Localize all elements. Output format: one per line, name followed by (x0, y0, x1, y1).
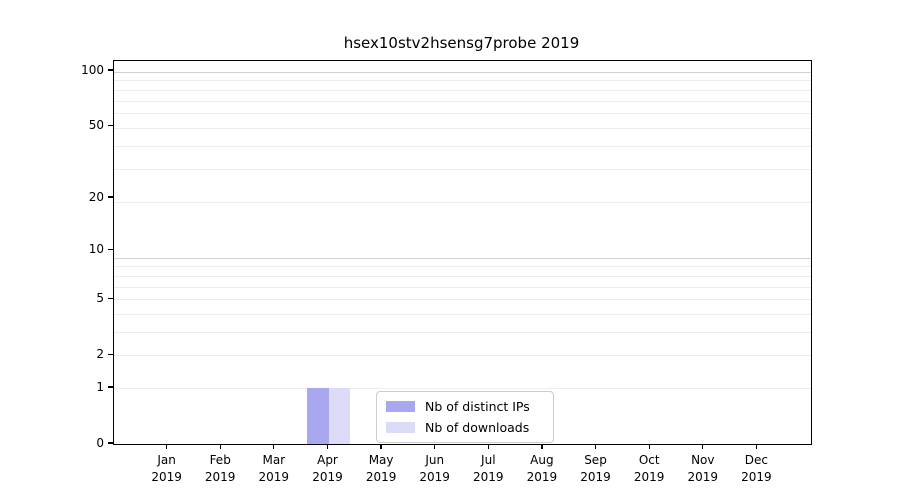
x-tick-year: 2019 (204, 470, 236, 484)
y-tick-mark (108, 196, 113, 198)
y-tick-label: 5 (96, 291, 104, 306)
x-tick-mark (755, 444, 757, 449)
y-tick-mark (108, 353, 113, 355)
x-tick-month: Mar (262, 453, 286, 467)
x-tick-year: 2019 (526, 470, 558, 484)
x-tick-month: Oct (638, 453, 660, 467)
x-tick-year: 2019 (473, 470, 504, 484)
y-tick-label: 100 (81, 63, 104, 77)
y-tick-label: 1 (96, 380, 104, 394)
y-tick-mark (108, 69, 113, 71)
gridline-minor (114, 89, 811, 91)
x-tick-label: Feb 2019 (190, 452, 250, 486)
x-tick-label: Sep 2019 (566, 452, 626, 486)
legend: Nb of distinct IPs Nb of downloads (376, 391, 554, 443)
x-tick-month: Jul (481, 453, 496, 467)
y-tick-label: 50 (88, 118, 104, 133)
x-tick-label: Oct 2019 (619, 452, 679, 486)
legend-label: Nb of downloads (425, 420, 530, 435)
legend-label: Nb of distinct IPs (425, 399, 530, 414)
x-tick-mark (380, 444, 382, 449)
x-tick-label: Apr 2019 (298, 452, 358, 486)
legend-swatch-downloads (386, 422, 415, 433)
x-tick-mark (434, 444, 436, 449)
x-tick-month: Jan (157, 453, 176, 467)
x-tick-year: 2019 (580, 470, 611, 484)
x-tick-year: 2019 (633, 470, 665, 484)
x-tick-month: Apr (317, 453, 338, 467)
x-tick-label: Jun 2019 (405, 452, 465, 486)
gridline-minor (114, 355, 811, 357)
x-tick-month: Aug (530, 453, 554, 467)
x-tick-month: May (368, 453, 394, 467)
x-tick-year: 2019 (312, 470, 343, 484)
gridline-minor (114, 266, 811, 268)
x-tick-mark (541, 444, 543, 449)
x-tick-month: Feb (209, 453, 231, 467)
gridline-minor (114, 388, 811, 389)
x-tick-label: May 2019 (351, 452, 411, 486)
gridline-minor (114, 286, 811, 288)
gridline-minor (114, 113, 811, 115)
gridline-minor (114, 201, 811, 203)
x-tick-year: 2019 (365, 470, 397, 484)
y-tick-label: 0 (96, 436, 104, 450)
x-tick-month: Nov (691, 453, 715, 467)
x-tick-mark (326, 444, 329, 449)
x-tick-label: Jan 2019 (137, 452, 197, 486)
legend-item-distinct-ips: Nb of distinct IPs (386, 399, 544, 414)
x-tick-mark (702, 444, 704, 449)
legend-swatch-distinct-ips (386, 401, 415, 412)
gridline-minor (114, 100, 811, 102)
x-tick-mark (594, 444, 597, 449)
gridline-major (114, 71, 811, 73)
gridline-major (114, 257, 811, 259)
y-tick-mark (108, 248, 113, 250)
x-tick-year: 2019 (419, 470, 450, 484)
x-tick-mark (273, 444, 275, 449)
gridline-minor (114, 275, 811, 277)
x-tick-label: Aug 2019 (512, 452, 572, 486)
y-tick-label: 10 (88, 242, 104, 257)
gridline-minor (114, 313, 811, 315)
x-tick-month: Dec (744, 453, 768, 467)
x-tick-month: Jun (425, 453, 445, 467)
y-tick-label: 2 (96, 347, 104, 362)
bar-nb-of-downloads (328, 388, 350, 444)
x-tick-label: Dec 2019 (726, 452, 786, 486)
gridline-minor (114, 145, 811, 147)
x-tick-mark (166, 444, 168, 449)
x-tick-mark (219, 444, 221, 449)
x-tick-label: Mar 2019 (244, 452, 304, 486)
gridline-minor (114, 299, 811, 301)
y-tick-mark (108, 386, 113, 388)
gridline-minor (114, 80, 811, 82)
x-tick-mark (648, 444, 650, 449)
gridline-minor (114, 127, 811, 129)
x-tick-label: Jul 2019 (458, 452, 518, 486)
bar-nb-of-distinct-ips (307, 388, 329, 444)
x-tick-mark (487, 444, 489, 449)
gridline-minor (114, 169, 811, 171)
gridline-minor (114, 332, 811, 333)
x-tick-year: 2019 (258, 470, 290, 484)
x-tick-year: 2019 (151, 470, 182, 484)
chart-title: hsex10stv2hsensg7probe 2019 (343, 34, 580, 52)
x-tick-year: 2019 (741, 470, 772, 484)
legend-item-downloads: Nb of downloads (386, 420, 544, 435)
x-tick-year: 2019 (687, 470, 719, 484)
y-tick-label: 20 (88, 189, 104, 204)
plot-area: Nb of distinct IPs Nb of downloads (113, 60, 812, 445)
y-tick-mark (108, 297, 113, 299)
y-tick-mark (108, 442, 113, 444)
x-tick-month: Sep (584, 453, 607, 467)
y-tick-mark (108, 124, 113, 126)
x-tick-label: Nov 2019 (673, 452, 733, 486)
